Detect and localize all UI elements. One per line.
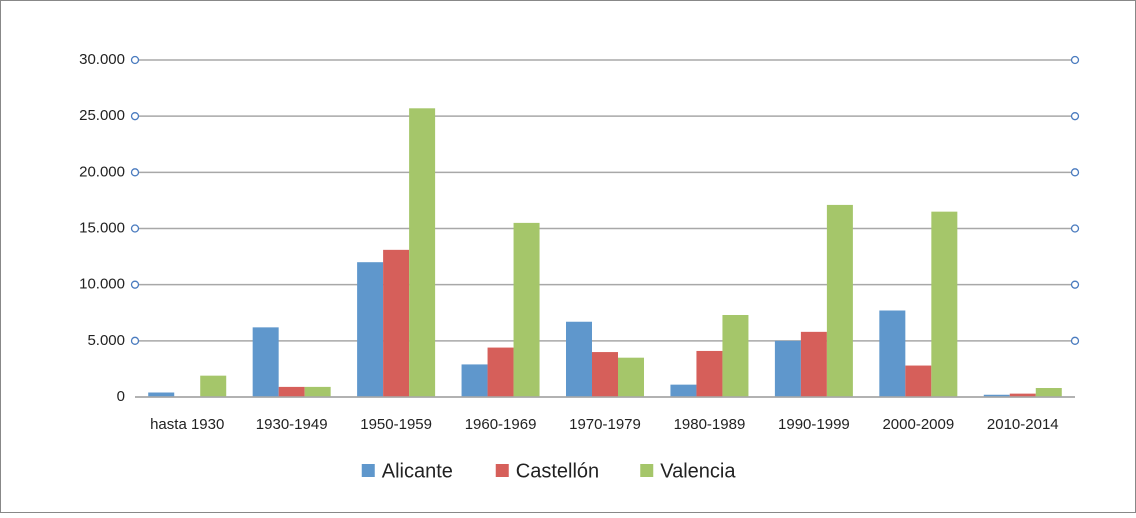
axis-marker [130, 336, 140, 345]
bar [722, 314, 749, 397]
y-tick-label: 10.000 [79, 276, 125, 293]
bar [252, 327, 279, 397]
axis-marker [130, 112, 140, 121]
bar [696, 350, 723, 397]
bar [592, 352, 618, 397]
bar [1009, 393, 1036, 397]
bar [148, 392, 175, 397]
y-tick-label: 15.000 [79, 219, 125, 236]
bar [618, 357, 644, 397]
bar [487, 347, 514, 397]
axis-marker [1070, 336, 1080, 345]
y-tick-label: 30.000 [79, 51, 125, 68]
legend-swatch [495, 464, 509, 477]
y-tick-label: 0 [117, 388, 125, 405]
y-tick-label: 25.000 [79, 107, 125, 124]
axis-marker [1070, 55, 1080, 65]
axis-marker [1070, 224, 1080, 233]
axis-marker [1070, 280, 1080, 289]
bar [879, 310, 906, 397]
bar [304, 386, 331, 397]
bar [774, 340, 801, 397]
y-tick-label: 5.000 [87, 332, 125, 349]
x-tick-label: 1990-1999 [778, 416, 850, 433]
legend-label: Alicante [382, 460, 453, 482]
legend-swatch [361, 464, 375, 477]
legend-label: Valencia [660, 460, 736, 482]
axis-marker [130, 280, 140, 289]
axis-marker [130, 168, 140, 177]
y-tick-label: 20.000 [79, 163, 125, 180]
bar [513, 222, 540, 397]
x-tick-label: 1980-1989 [674, 416, 746, 433]
bar [826, 204, 853, 397]
x-tick-label: 2010-2014 [987, 416, 1059, 433]
bar [931, 211, 958, 397]
bar [278, 386, 305, 397]
x-tick-label: 1950-1959 [360, 416, 432, 433]
bar [357, 262, 384, 397]
x-tick-label: 1970-1979 [569, 416, 641, 433]
x-tick-label: 1930-1949 [256, 416, 328, 433]
axis-marker [1070, 112, 1080, 121]
bar [383, 249, 410, 397]
axis-marker [1070, 168, 1080, 177]
bar [800, 331, 827, 397]
bar [409, 108, 436, 397]
axis-marker [130, 55, 140, 65]
axis-marker [130, 224, 140, 233]
bar [1035, 388, 1062, 397]
bar [200, 375, 227, 397]
bar [983, 394, 1010, 397]
bar [566, 321, 592, 397]
bar [670, 384, 697, 397]
x-tick-label: 2000-2009 [882, 416, 954, 433]
bar [461, 364, 488, 397]
legend-label: Castellón [516, 460, 599, 482]
bar [905, 365, 932, 397]
x-tick-label: 1960-1969 [465, 416, 537, 433]
x-tick-label: hasta 1930 [150, 416, 224, 433]
legend-swatch [640, 464, 654, 477]
